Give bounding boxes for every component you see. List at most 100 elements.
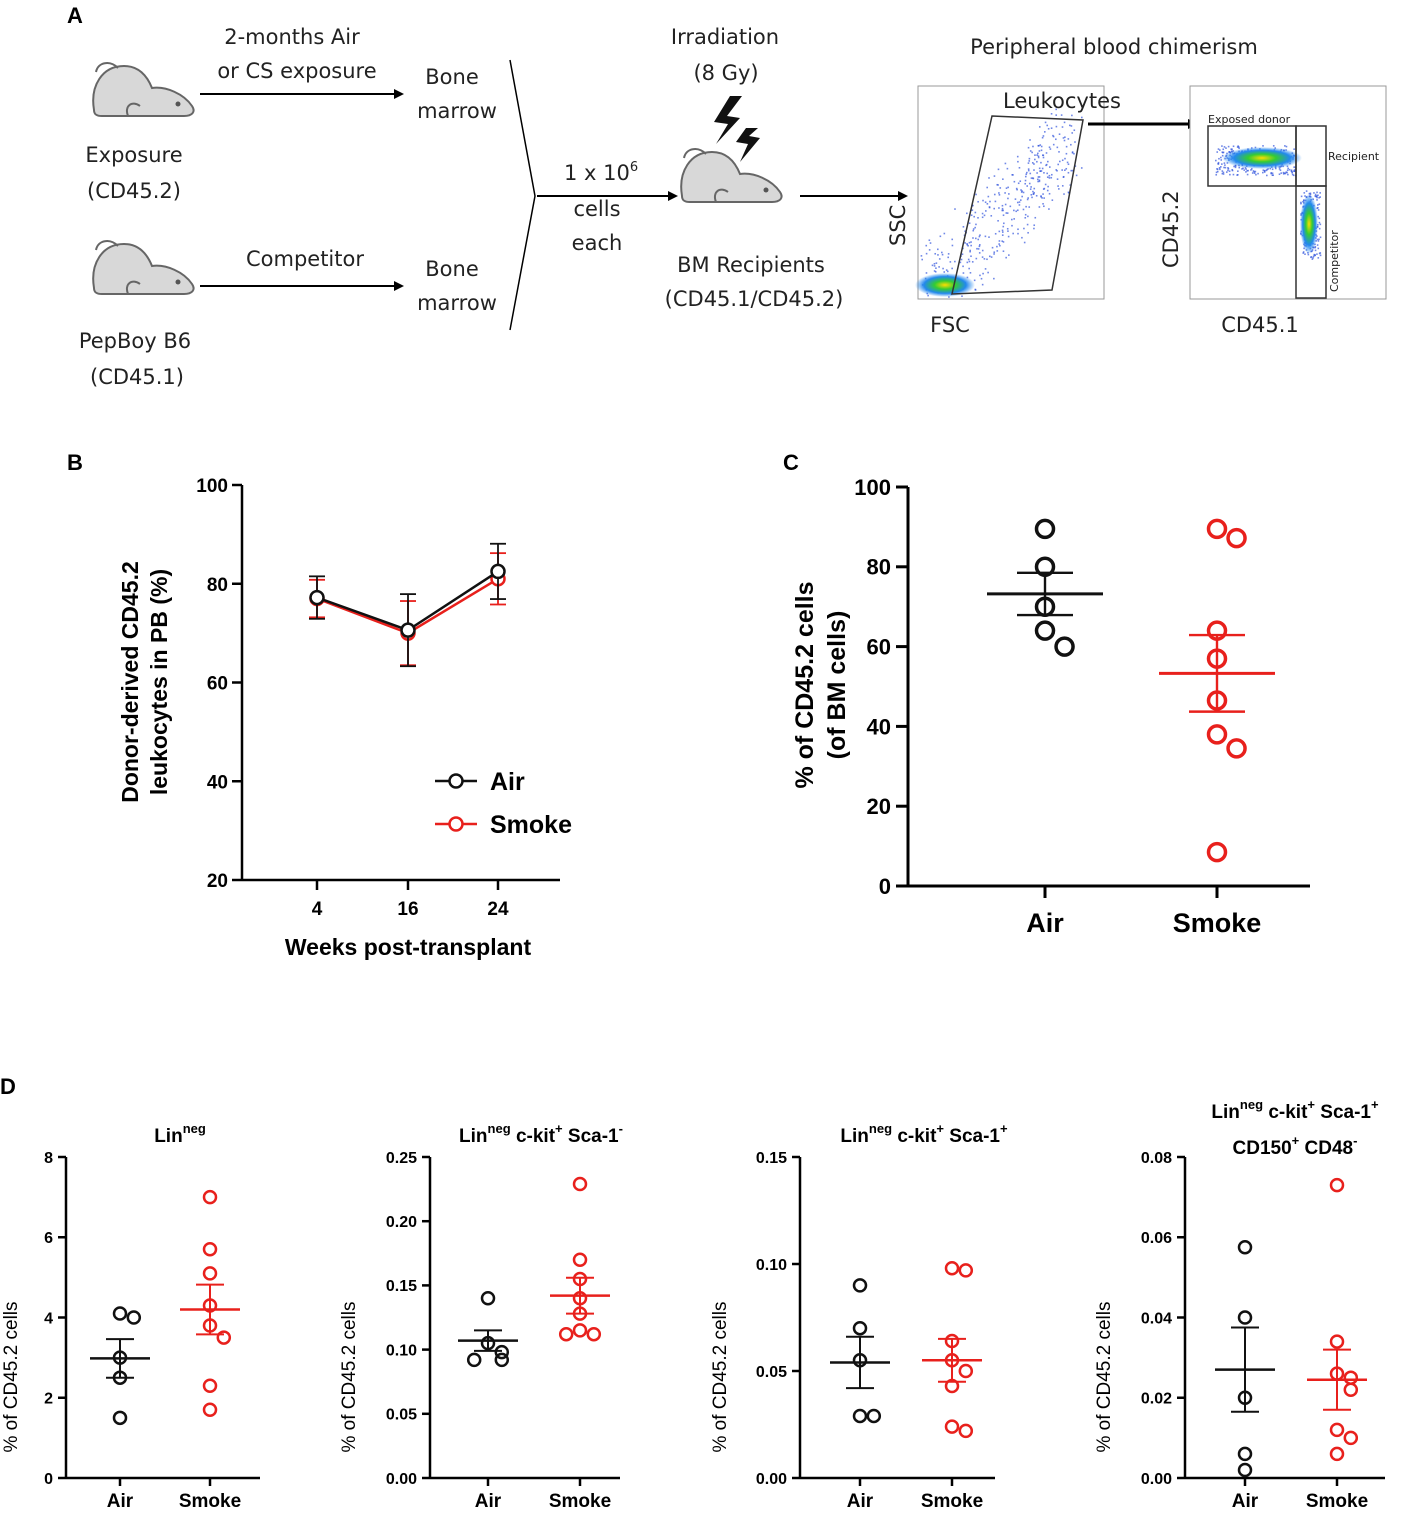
y-tick-label: 100 bbox=[196, 476, 228, 497]
event-dot bbox=[984, 201, 987, 204]
event-dot bbox=[1216, 170, 1219, 173]
event-dot bbox=[1030, 186, 1032, 188]
event-dot bbox=[1029, 188, 1032, 190]
event-dot bbox=[1216, 168, 1219, 171]
event-dot bbox=[1318, 221, 1321, 224]
event-dot bbox=[1026, 223, 1029, 226]
event-dot bbox=[1255, 173, 1257, 176]
event-dot bbox=[1304, 253, 1306, 255]
event-dot bbox=[1064, 169, 1066, 172]
y-tick-label: 0.00 bbox=[756, 1471, 787, 1488]
event-dot bbox=[969, 249, 971, 252]
event-dot bbox=[1267, 168, 1269, 170]
event-dot bbox=[1300, 202, 1302, 205]
event-dot bbox=[1223, 162, 1226, 164]
smoke-point bbox=[586, 1326, 602, 1342]
event-dot bbox=[997, 219, 999, 222]
event-dot bbox=[925, 272, 928, 274]
x-tick-label: 24 bbox=[487, 899, 509, 920]
event-dot bbox=[1065, 145, 1068, 148]
d2-title: Linneg c-kit+ Sca-1- bbox=[459, 1121, 623, 1147]
event-dot bbox=[1302, 252, 1305, 254]
event-dot bbox=[1037, 176, 1040, 178]
event-dot bbox=[1222, 148, 1225, 151]
event-dot bbox=[931, 264, 934, 267]
event-dot bbox=[1319, 236, 1322, 239]
event-dot bbox=[994, 232, 997, 235]
event-dot bbox=[1021, 190, 1023, 192]
event-dot bbox=[1024, 213, 1027, 216]
event-dot bbox=[1046, 124, 1049, 127]
panel-label-a: A bbox=[67, 3, 83, 28]
event-dot bbox=[1221, 170, 1224, 172]
event-dot bbox=[1011, 174, 1014, 176]
event-dot bbox=[1026, 198, 1029, 201]
y-tick-label: 0.10 bbox=[756, 1257, 787, 1274]
event-dot bbox=[1021, 195, 1023, 198]
event-dot bbox=[1232, 173, 1235, 176]
event-dot bbox=[1218, 157, 1220, 160]
event-dot bbox=[1245, 168, 1247, 170]
event-dot bbox=[1055, 114, 1058, 116]
event-dot bbox=[1266, 168, 1268, 171]
y-tick-label: 8 bbox=[44, 1150, 53, 1167]
smoke-point bbox=[1343, 1382, 1359, 1397]
competitor-label: Competitor bbox=[246, 247, 364, 271]
event-dot bbox=[998, 240, 1001, 242]
event-dot bbox=[1029, 139, 1031, 141]
event-dot bbox=[1033, 227, 1035, 230]
event-dot bbox=[1219, 149, 1221, 151]
event-dot bbox=[1027, 231, 1029, 234]
event-dot bbox=[1317, 209, 1320, 211]
event-dot bbox=[1063, 193, 1065, 195]
y-tick-label: 80 bbox=[207, 575, 228, 596]
x-tick-label: Air bbox=[1026, 908, 1064, 938]
event-dot bbox=[969, 272, 972, 274]
event-dot bbox=[1287, 173, 1289, 176]
event-dot bbox=[998, 192, 1000, 194]
recipient-label: Recipient bbox=[1328, 150, 1380, 163]
event-dot bbox=[981, 249, 984, 252]
event-dot bbox=[1071, 151, 1074, 153]
event-dot bbox=[1311, 258, 1314, 260]
event-dot bbox=[1237, 170, 1239, 172]
event-dot bbox=[1039, 144, 1042, 146]
event-dot bbox=[1073, 152, 1075, 155]
event-dot bbox=[1271, 168, 1274, 171]
event-dot bbox=[1043, 131, 1046, 133]
event-dot bbox=[1067, 138, 1070, 140]
smoke-point bbox=[944, 1261, 960, 1276]
event-dot bbox=[1027, 197, 1029, 199]
event-dot bbox=[972, 237, 974, 239]
event-dot bbox=[988, 236, 990, 238]
event-dot bbox=[1070, 169, 1073, 172]
event-dot bbox=[1314, 254, 1316, 257]
air-point bbox=[466, 1352, 482, 1368]
event-dot bbox=[1027, 169, 1030, 172]
event-dot bbox=[998, 207, 1000, 209]
event-dot bbox=[925, 252, 928, 255]
event-dot bbox=[1019, 180, 1022, 183]
panel-b-ylabel-1: Donor-derived CD45.2 bbox=[117, 561, 143, 803]
event-dot bbox=[979, 244, 981, 246]
event-dot bbox=[1278, 168, 1281, 170]
event-dot bbox=[1025, 173, 1028, 176]
event-dot bbox=[1253, 172, 1256, 174]
event-dot bbox=[1031, 196, 1033, 199]
event-dot bbox=[1013, 209, 1015, 212]
event-dot bbox=[1063, 121, 1066, 124]
event-dot bbox=[1262, 171, 1264, 174]
y-tick-label: 0.05 bbox=[386, 1407, 417, 1424]
event-dot bbox=[1251, 172, 1254, 174]
event-dot bbox=[1036, 154, 1038, 156]
event-dot bbox=[1057, 163, 1060, 166]
event-dot bbox=[925, 244, 928, 247]
event-dot bbox=[972, 204, 974, 207]
event-dot bbox=[939, 235, 942, 238]
event-dot bbox=[993, 251, 996, 254]
y-tick-label: 0.20 bbox=[386, 1214, 417, 1231]
fsc-ssc-plot: Leukocytes SSC FSC bbox=[886, 85, 1121, 337]
event-dot bbox=[968, 267, 970, 270]
event-dot bbox=[1002, 241, 1005, 243]
event-dot bbox=[1221, 154, 1224, 157]
